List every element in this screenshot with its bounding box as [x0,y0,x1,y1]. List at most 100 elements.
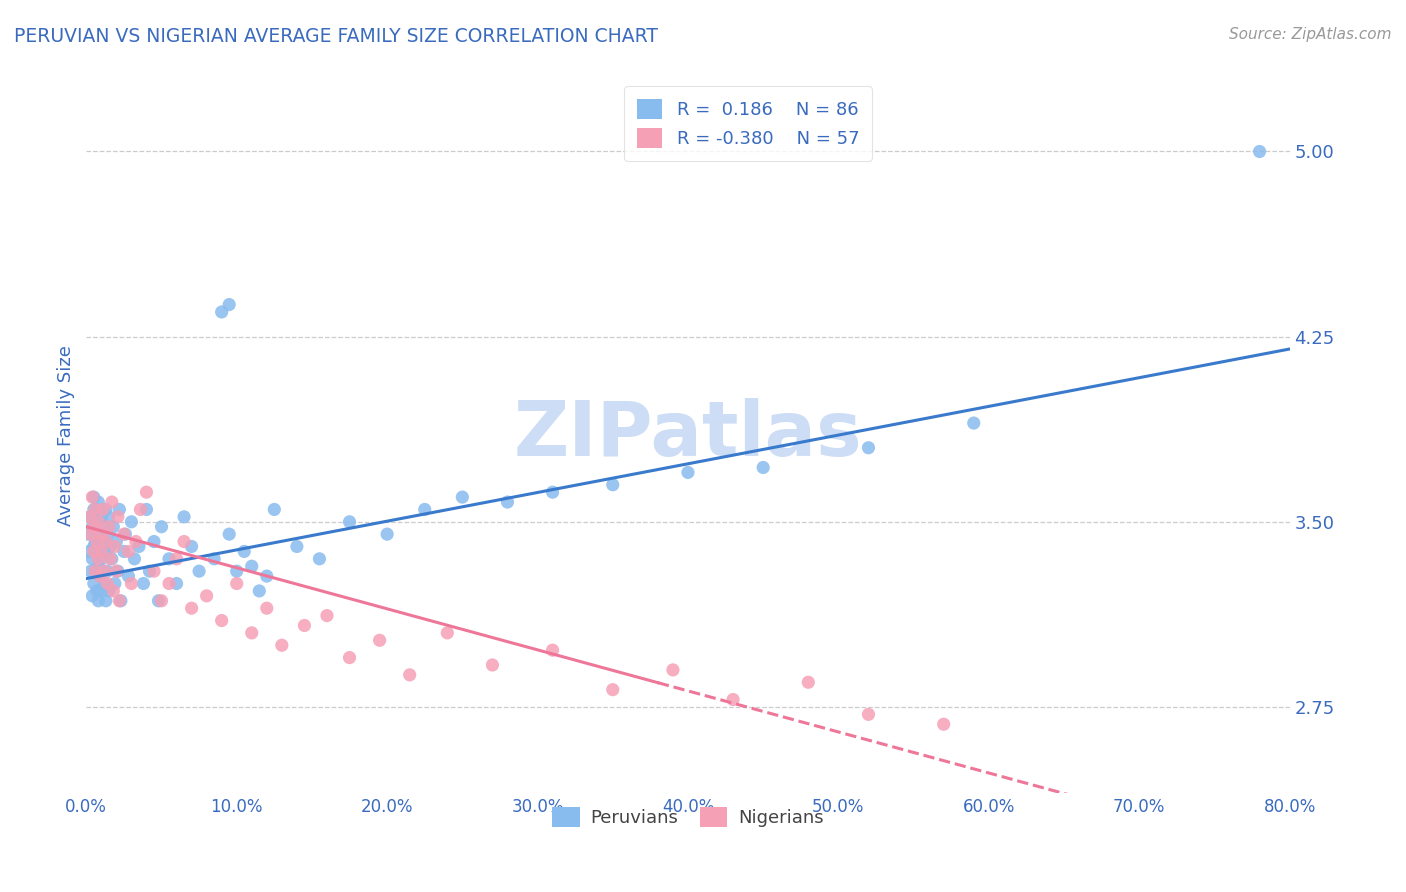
Point [90,509,112,524]
Point [157,576,180,591]
Point [195,589,218,603]
Point [135,485,157,500]
Point [173,534,195,549]
Point [858,707,880,722]
Point [83,540,105,554]
Point [157,551,180,566]
Point [112,527,135,541]
Point [202,551,225,566]
Point [963,416,986,430]
Point [721,692,744,706]
Point [308,551,330,566]
Point [496,495,519,509]
Point [90,583,112,598]
Point [166,551,188,566]
Point [602,682,624,697]
Point [91,520,114,534]
Point [84,534,107,549]
Point [339,650,361,665]
Point [117,569,139,583]
Point [94,502,117,516]
Point [662,663,685,677]
Point [91,502,114,516]
Point [91,564,114,578]
Point [211,305,233,319]
Point [166,576,188,591]
Point [129,502,152,516]
Point [285,540,308,554]
Point [87,495,110,509]
Point [98,540,121,554]
Point [80,564,103,578]
Point [108,594,131,608]
Point [124,551,146,566]
Point [94,594,117,608]
Point [135,502,157,516]
Point [112,544,135,558]
Point [541,643,564,657]
Point [83,502,105,516]
Point [96,576,118,591]
Point [84,515,107,529]
Point [83,544,105,558]
Point [87,527,110,541]
Point [398,668,420,682]
Point [82,551,104,566]
Point [294,618,316,632]
Point [84,564,107,578]
Point [96,564,118,578]
Point [188,564,211,578]
Point [90,527,112,541]
Point [316,608,339,623]
Point [89,569,111,583]
Point [1249,145,1271,159]
Point [218,297,240,311]
Point [233,544,256,558]
Point [107,564,129,578]
Point [148,594,170,608]
Point [143,534,166,549]
Point [173,509,195,524]
Point [436,626,458,640]
Point [117,544,139,558]
Point [138,564,160,578]
Point [105,534,128,549]
Point [932,717,955,731]
Point [90,544,112,558]
Point [797,675,820,690]
Point [82,520,104,534]
Legend: Peruvians, Nigerians: Peruvians, Nigerians [546,800,831,834]
Point [225,564,247,578]
Point [101,551,124,566]
Point [114,527,136,541]
Point [541,485,564,500]
Point [132,576,155,591]
Point [451,490,474,504]
Point [104,576,127,591]
Point [752,460,775,475]
Point [120,515,142,529]
Point [83,576,105,591]
Point [87,551,110,566]
Point [256,569,278,583]
Point [218,527,240,541]
Point [79,509,101,524]
Point [94,544,117,558]
Point [86,534,108,549]
Point [108,502,131,516]
Point [97,520,120,534]
Point [128,540,150,554]
Point [263,502,285,516]
Point [602,477,624,491]
Point [120,576,142,591]
Point [103,583,125,598]
Point [107,509,129,524]
Point [240,559,263,574]
Point [368,633,391,648]
Text: Source: ZipAtlas.com: Source: ZipAtlas.com [1229,27,1392,42]
Point [125,534,148,549]
Point [97,509,120,524]
Point [98,551,121,566]
Point [93,564,115,578]
Point [105,564,128,578]
